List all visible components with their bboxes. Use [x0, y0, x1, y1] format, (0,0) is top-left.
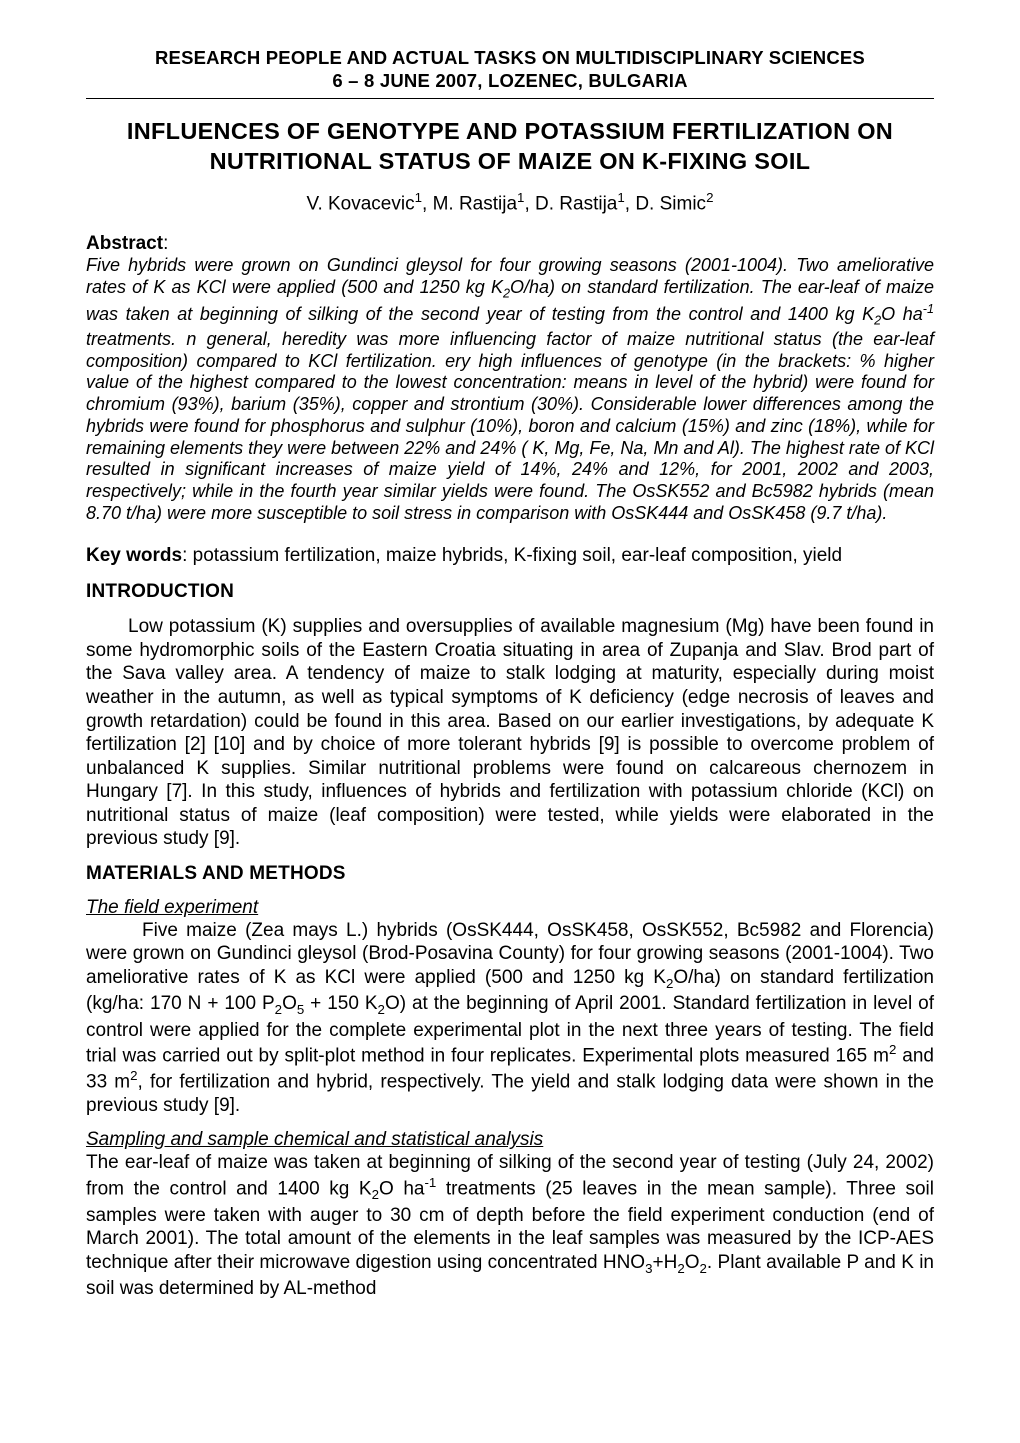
mm-p2-seg-2: O ha	[379, 1178, 424, 1199]
keywords-line: Key words: potassium fertilization, maiz…	[86, 544, 934, 568]
mm-p1-seg-7: , for fertilization and hybrid, respecti…	[86, 1071, 934, 1116]
author-1-affil: 1	[415, 190, 422, 205]
mm-p1-sup-2: 2	[130, 1068, 137, 1083]
author-3: , D. Rastija	[524, 193, 617, 214]
running-header-line-2: 6 – 8 JUNE 2007, LOZENEC, BULGARIA	[332, 70, 687, 91]
mm-p2-seg-5: O	[685, 1252, 700, 1273]
abstract-sup-1: -1	[923, 302, 934, 316]
abstract-label: Abstract	[86, 233, 163, 254]
mm-p2-sub-1: 2	[372, 1187, 379, 1202]
running-header: RESEARCH PEOPLE AND ACTUAL TASKS ON MULT…	[86, 46, 934, 92]
mm-p2-sub-3: 2	[677, 1260, 684, 1275]
page: RESEARCH PEOPLE AND ACTUAL TASKS ON MULT…	[0, 0, 1020, 1443]
author-2: , M. Rastija	[422, 193, 517, 214]
author-4: , D. Simic	[625, 193, 706, 214]
abstract-seg-3: O ha	[881, 304, 923, 324]
header-rule	[86, 98, 934, 99]
abstract-text: Five hybrids were grown on Gundinci gley…	[86, 255, 934, 524]
mm-p1-seg-3: O	[282, 993, 297, 1014]
field-experiment-subheading: The field experiment	[86, 897, 934, 919]
mm-p2-sub-4: 2	[700, 1260, 707, 1275]
paper-title: INFLUENCES OF GENOTYPE AND POTASSIUM FER…	[86, 117, 934, 176]
author-3-affil: 1	[617, 190, 624, 205]
mm-p2-sup-1: -1	[424, 1175, 436, 1190]
keywords-label: Key words	[86, 545, 182, 566]
mm-p1-sub-4: 2	[378, 1002, 385, 1017]
abstract-colon: :	[163, 233, 168, 254]
sampling-subheading: Sampling and sample chemical and statist…	[86, 1129, 934, 1151]
abstract-seg-4: treatments. n general, heredity was more…	[86, 329, 934, 523]
running-header-line-1: RESEARCH PEOPLE AND ACTUAL TASKS ON MULT…	[155, 47, 865, 68]
mm-p2-seg-4: +H	[652, 1252, 677, 1273]
author-list: V. Kovacevic1, M. Rastija1, D. Rastija1,…	[86, 190, 934, 215]
abstract-sub-1: 2	[503, 287, 510, 301]
field-experiment-paragraph: Five maize (Zea mays L.) hybrids (OsSK44…	[86, 919, 934, 1118]
introduction-heading: INTRODUCTION	[86, 581, 934, 603]
mm-p1-sub-2: 2	[275, 1002, 282, 1017]
materials-methods-heading: MATERIALS AND METHODS	[86, 863, 934, 885]
author-4-affil: 2	[706, 190, 713, 205]
introduction-paragraph: Low potassium (K) supplies and oversuppl…	[86, 615, 934, 850]
keywords-text: : potassium fertilization, maize hybrids…	[182, 545, 842, 566]
title-line-1: INFLUENCES OF GENOTYPE AND POTASSIUM FER…	[127, 118, 893, 144]
abstract-label-row: Abstract:	[86, 233, 934, 255]
mm-p1-seg-4: + 150 K	[304, 993, 377, 1014]
title-line-2: NUTRITIONAL STATUS OF MAIZE ON K-FIXING …	[210, 148, 811, 174]
author-1: V. Kovacevic	[307, 193, 415, 214]
sampling-paragraph: The ear-leaf of maize was taken at begin…	[86, 1151, 934, 1300]
